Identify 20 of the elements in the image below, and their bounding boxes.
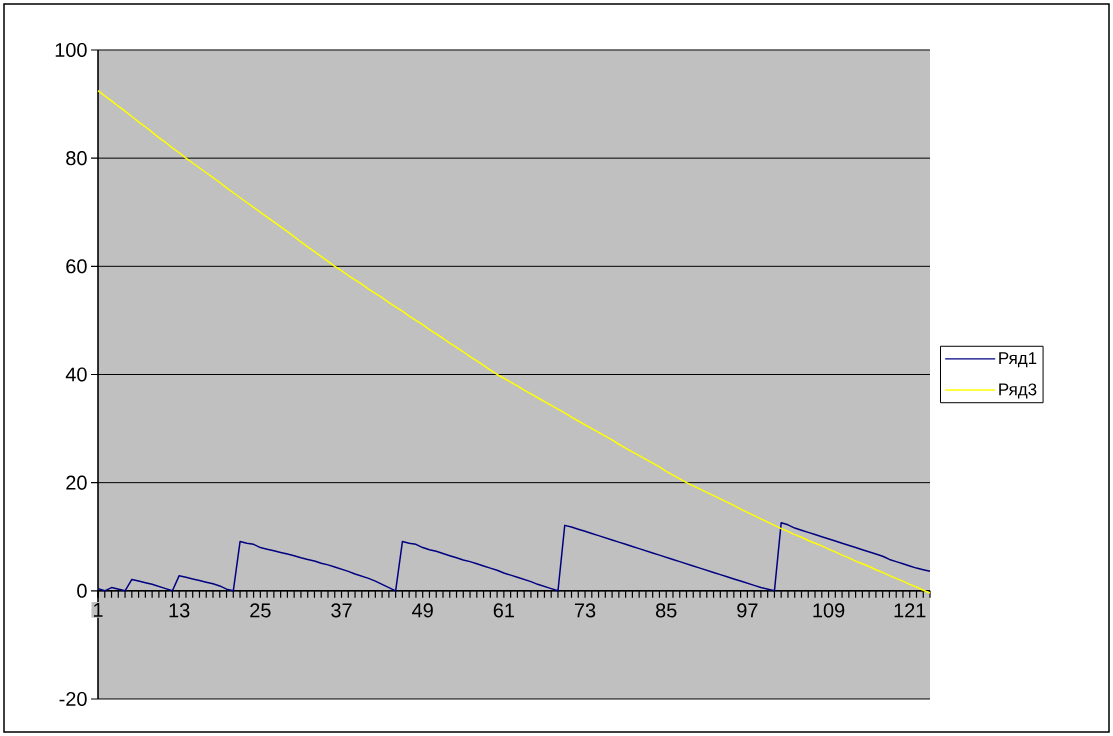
- x-tick-label: 85: [655, 603, 677, 618]
- y-tick-label: 60: [66, 259, 87, 274]
- y-tick-label: 20: [66, 475, 87, 490]
- y-tick-label: 100: [55, 42, 87, 58]
- y-tick-label: 0: [77, 583, 87, 598]
- x-tick-label: 109: [813, 603, 845, 618]
- x-tick-label: 25: [250, 603, 271, 618]
- legend-label: Ряд1: [999, 352, 1037, 368]
- x-tick-label: 61: [493, 603, 514, 618]
- x-tick-label: 49: [412, 603, 433, 618]
- y-tick-label: -20: [59, 691, 87, 707]
- x-tick-label: 1: [93, 603, 103, 617]
- y-tick-label: 40: [65, 367, 87, 382]
- x-tick-label: 37: [331, 603, 352, 618]
- y-tick-label: 80: [66, 151, 87, 166]
- x-tick-label: 121: [894, 603, 926, 618]
- legend-label: Ряд3: [999, 383, 1037, 399]
- x-tick-label: 13: [169, 603, 190, 618]
- x-tick-label: 73: [574, 603, 596, 618]
- x-tick-label: 97: [737, 603, 758, 618]
